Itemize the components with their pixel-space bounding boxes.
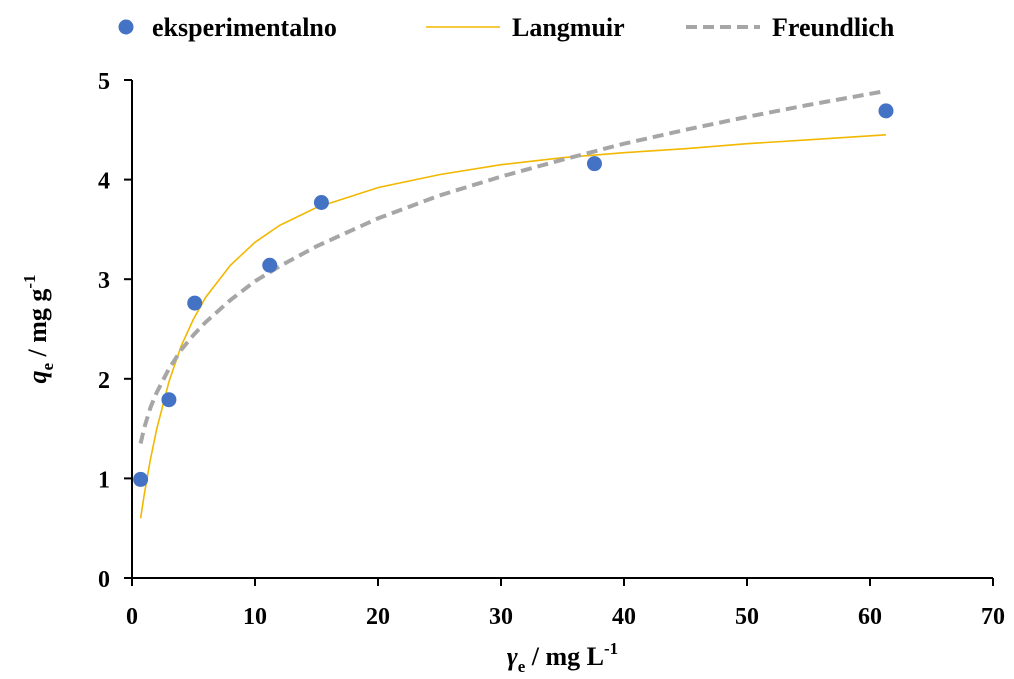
y-tick-label: 3 — [98, 268, 110, 294]
x-tick-label: 60 — [858, 604, 882, 630]
data-point-eksperimentalno — [313, 195, 329, 211]
data-point-eksperimentalno — [878, 103, 894, 119]
legend-label-eksperimentalno: eksperimentalno — [152, 13, 337, 42]
legend-label-Freundlich: Freundlich — [772, 13, 895, 42]
x-axis-title-subscript: e — [518, 657, 526, 676]
y-tick-label: 5 — [98, 69, 110, 95]
y-axis-title-superscript: -1 — [20, 274, 39, 288]
x-axis-title-symbol: γ — [507, 642, 518, 671]
y-axis-title: qe / mg g-1 — [20, 274, 57, 383]
data-point-eksperimentalno — [262, 257, 278, 273]
series-line-Langmuir — [139, 134, 887, 519]
y-axis-title-symbol: q — [23, 371, 52, 384]
data-point-eksperimentalno — [133, 471, 149, 487]
data-point-eksperimentalno — [161, 392, 177, 408]
data-point-eksperimentalno — [187, 295, 203, 311]
x-tick-label: 70 — [981, 604, 1005, 630]
y-tick-label: 1 — [98, 467, 110, 493]
y-axis-title-unit: / mg g — [23, 289, 52, 363]
x-tick-label: 0 — [126, 604, 138, 630]
y-tick-label: 2 — [98, 368, 110, 394]
x-axis-title-unit: / mg L — [525, 642, 604, 671]
y-axis-title-subscript: e — [38, 363, 57, 371]
y-tick-label: 0 — [98, 567, 110, 593]
legend-swatch-eksperimentalno — [118, 19, 134, 35]
x-tick-label: 40 — [612, 604, 636, 630]
x-axis-title: γe / mg L-1 — [507, 639, 618, 676]
axes: 0 10 20 30 40 50 60 70 0 1 2 3 4 5 — [98, 69, 1005, 630]
data-point-eksperimentalno — [586, 156, 602, 172]
x-axis-ticks: 0 10 20 30 40 50 60 70 — [126, 578, 1005, 630]
series-line-Freundlich — [138, 89, 887, 444]
y-axis-ticks: 0 1 2 3 4 5 — [98, 69, 132, 593]
plot-series — [133, 89, 894, 519]
legend-label-Langmuir: Langmuir — [512, 13, 625, 42]
x-tick-label: 20 — [366, 604, 390, 630]
y-tick-label: 4 — [98, 169, 110, 195]
x-tick-label: 10 — [243, 604, 267, 630]
legend: eksperimentalno Langmuir Freundlich — [118, 13, 895, 42]
x-axis-title-superscript: -1 — [604, 639, 618, 658]
x-tick-label: 30 — [489, 604, 513, 630]
x-tick-label: 50 — [735, 604, 759, 630]
